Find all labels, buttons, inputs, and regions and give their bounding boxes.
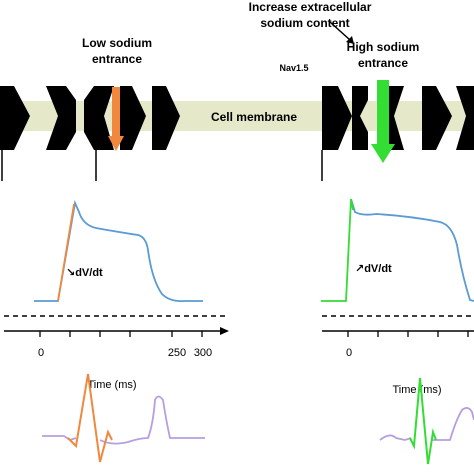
channel-right-1 [322, 86, 352, 150]
tick-label-0-right: 0 [346, 347, 352, 359]
channel-left-1 [0, 86, 30, 150]
increase-label-2: sodium content [260, 16, 349, 30]
tick-label-250: 250 [168, 347, 186, 359]
high-sodium-arrow [371, 80, 395, 163]
ecg-right-spike [409, 377, 437, 465]
channel-right-5 [456, 86, 474, 150]
increase-label-1: Increase extracellular [249, 0, 372, 14]
channel-left-4 [120, 86, 146, 150]
ecg-left-spike [67, 373, 113, 463]
low-sodium-label-2: entrance [92, 52, 142, 66]
channel-left-3 [84, 86, 114, 150]
upstroke-left [57, 203, 75, 302]
time-axis-left [4, 327, 229, 337]
tick-label-300: 300 [194, 347, 212, 359]
action-potential-left [34, 199, 203, 303]
high-sodium-label-1: High sodium [347, 40, 420, 54]
channel-right-2 [352, 86, 368, 150]
channel-left-5 [152, 86, 180, 150]
channel-right-4 [422, 86, 452, 150]
increase-pointer-arrow [329, 21, 354, 44]
ecg-left-waveform [42, 395, 205, 445]
tick-label-0-left: 0 [38, 347, 44, 359]
channel-stubs [1, 150, 323, 181]
time-axis-left-title: Time (ms) [87, 379, 136, 391]
dvdt-high-label: ↗dV/dt [355, 263, 392, 275]
upstroke-right [321, 198, 354, 302]
ecg-right-waveform [379, 407, 474, 441]
channel-left-2 [46, 86, 76, 150]
low-sodium-label-1: Low sodium [82, 36, 152, 50]
action-potential-right [350, 198, 474, 302]
dvdt-low-label: ↘dV/dt [66, 267, 103, 279]
low-sodium-arrow [108, 87, 124, 151]
time-axis-right [322, 330, 474, 337]
nav15-label: Nav1.5 [279, 63, 308, 73]
cell-membrane-label: Cell membrane [211, 110, 297, 124]
high-sodium-label-2: entrance [358, 56, 408, 70]
time-axis-right-title: Time (ms) [392, 384, 441, 396]
